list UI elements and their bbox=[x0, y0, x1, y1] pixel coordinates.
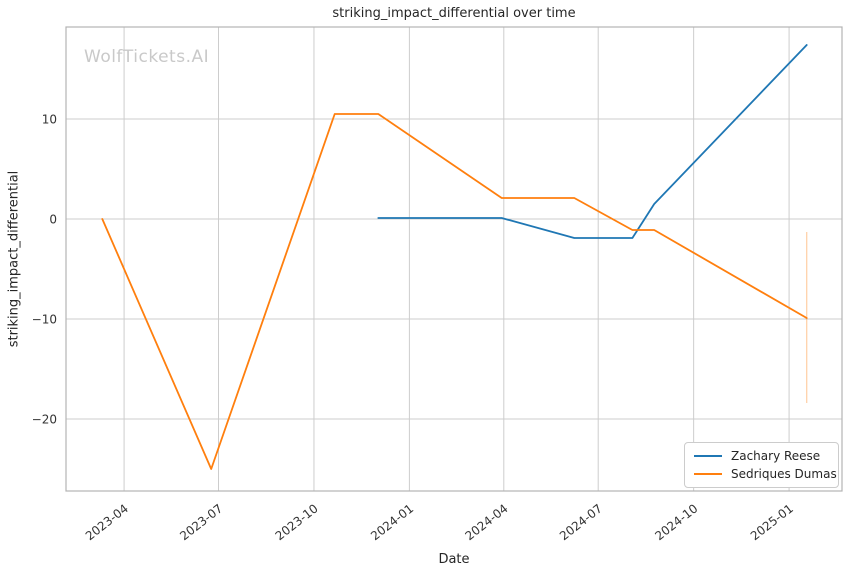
legend-entry-sedriques-dumas: Sedriques Dumas bbox=[694, 467, 837, 481]
x-tick-label: 2023-04 bbox=[83, 501, 131, 543]
series-line-zachary-reese bbox=[377, 44, 808, 239]
x-tick-label: 2024-10 bbox=[652, 501, 700, 543]
chart-title: striking_impact_differential over time bbox=[332, 6, 576, 21]
legend-line-swatch bbox=[694, 473, 722, 475]
series-line-sedriques-dumas bbox=[101, 113, 808, 470]
y-tick-label: 0 bbox=[49, 213, 57, 227]
watermark: WolfTickets.AI bbox=[84, 47, 210, 67]
x-tick-label: 2025-01 bbox=[748, 501, 796, 543]
x-tick-label: 2023-10 bbox=[273, 501, 321, 543]
x-tick-label: 2024-01 bbox=[368, 501, 416, 543]
x-axis-label: Date bbox=[438, 552, 470, 567]
y-axis-label: striking_impact_differential bbox=[6, 170, 22, 348]
legend-label: Zachary Reese bbox=[731, 449, 821, 463]
x-tick-label: 2024-04 bbox=[463, 501, 511, 543]
legend-line-swatch bbox=[694, 455, 722, 457]
y-tick-label: 10 bbox=[42, 113, 57, 127]
y-tick-label: −10 bbox=[32, 313, 57, 327]
x-tick-label: 2024-07 bbox=[557, 501, 605, 543]
y-tick-label: −20 bbox=[32, 413, 57, 427]
legend-entry-zachary-reese: Zachary Reese bbox=[694, 449, 830, 463]
plot-border bbox=[65, 26, 843, 492]
x-tick-label: 2023-07 bbox=[177, 501, 225, 543]
legend-label: Sedriques Dumas bbox=[731, 467, 837, 481]
legend: Zachary Reese Sedriques Dumas bbox=[684, 442, 839, 488]
